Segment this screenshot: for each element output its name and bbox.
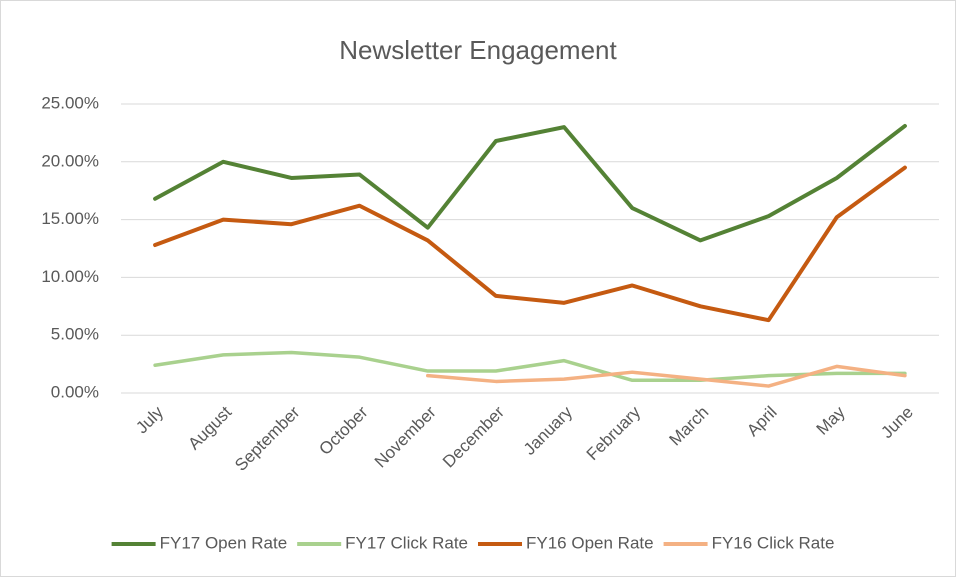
line-series [153, 165, 907, 323]
legend-label: FY16 Open Rate [526, 533, 654, 552]
line-series [153, 350, 907, 383]
chart-title: Newsletter Engagement [339, 35, 617, 65]
y-tick-label: 0.00% [51, 382, 99, 401]
y-tick-label: 25.00% [41, 93, 99, 112]
y-tick-label: 15.00% [41, 209, 99, 228]
y-tick-label: 10.00% [41, 267, 99, 286]
line-series [426, 364, 907, 388]
legend-label: FY16 Click Rate [712, 533, 835, 552]
legend-label: FY17 Click Rate [345, 533, 468, 552]
y-tick-label: 20.00% [41, 151, 99, 170]
legend-label: FY17 Open Rate [160, 533, 288, 552]
y-tick-label: 5.00% [51, 325, 99, 344]
line-series [153, 123, 907, 243]
